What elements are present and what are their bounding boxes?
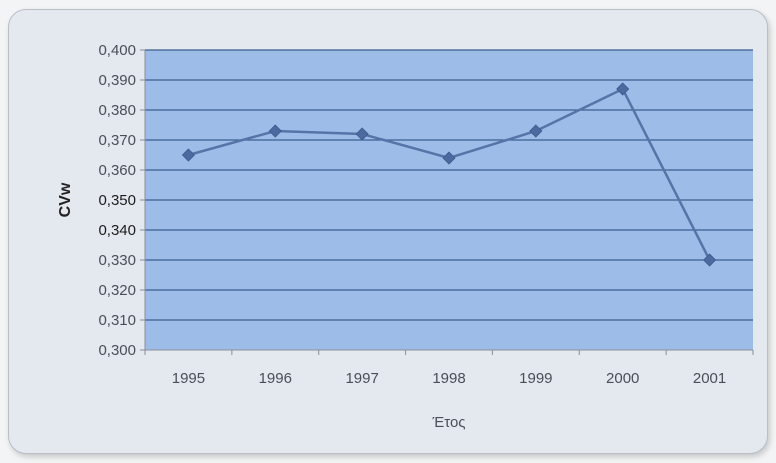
y-tick-label: 0,320 bbox=[98, 282, 136, 299]
data-point bbox=[268, 124, 282, 138]
y-axis-ticks: 0,300 0,310 0,320 0,330 0,340 0,350 0,360 0,370… bbox=[98, 42, 145, 359]
x-tick-label: 1996 bbox=[259, 370, 292, 387]
y-tick-label: 0,370 bbox=[98, 132, 136, 149]
y-tick-label: 0,360 bbox=[98, 162, 136, 179]
data-point bbox=[181, 148, 195, 162]
x-tick-label: 1998 bbox=[432, 370, 465, 387]
data-point bbox=[355, 127, 369, 141]
x-tick-label: 1999 bbox=[519, 370, 552, 387]
data-point bbox=[616, 82, 630, 96]
y-tick-label: 0,330 bbox=[98, 252, 136, 269]
x-tick-label: 2000 bbox=[606, 370, 639, 387]
data-point bbox=[442, 151, 456, 165]
y-tick-label: 0,390 bbox=[98, 72, 136, 89]
data-point bbox=[529, 124, 543, 138]
y-tick-label: 0,380 bbox=[98, 102, 136, 119]
y-tick-label: 0,310 bbox=[98, 312, 136, 329]
x-tick-label: 2001 bbox=[693, 370, 726, 387]
y-tick-label: 0,350 bbox=[98, 192, 136, 209]
y-axis-title: CVw bbox=[57, 182, 74, 217]
series-group bbox=[181, 82, 717, 267]
y-tick-label: 0,340 bbox=[98, 222, 136, 239]
x-tick-label: 1995 bbox=[172, 370, 205, 387]
data-point bbox=[703, 253, 717, 267]
y-tick-label: 0,300 bbox=[98, 342, 136, 359]
x-tick-label: 1997 bbox=[345, 370, 378, 387]
x-axis-ticks: 1995 1996 1997 1998 1999 2000 2001 bbox=[144, 350, 754, 387]
y-tick-label: 0,400 bbox=[98, 42, 136, 59]
x-axis-title: Έτος bbox=[431, 414, 465, 431]
